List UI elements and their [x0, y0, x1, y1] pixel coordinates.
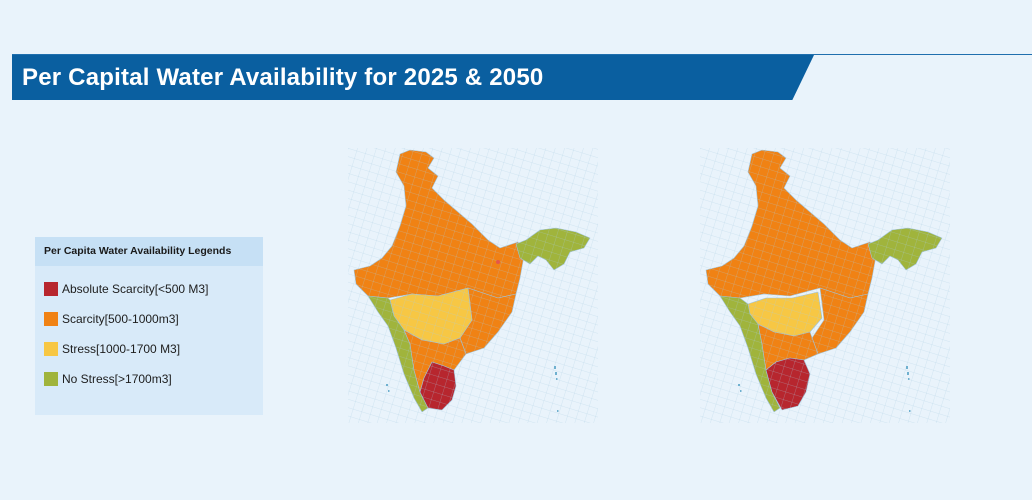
- map-regions: [705, 149, 943, 413]
- legend-item-no-stress: No Stress[>1700m3]: [44, 371, 172, 387]
- legend-panel: Per Capita Water Availability Legends Ab…: [35, 237, 263, 415]
- map-highlight: [496, 260, 500, 264]
- page-title: Per Capital Water Availability for 2025 …: [22, 64, 544, 91]
- legend-label: Scarcity[500-1000m3]: [62, 312, 179, 326]
- islands: [738, 366, 911, 412]
- legend-swatch: [44, 282, 58, 296]
- legend-swatch: [44, 342, 58, 356]
- india-map-2025: [348, 148, 598, 423]
- legend-label: No Stress[>1700m3]: [62, 372, 172, 386]
- legend-swatch: [44, 312, 58, 326]
- legend-item-absolute-scarcity: Absolute Scarcity[<500 M3]: [44, 281, 208, 297]
- legend-swatch: [44, 372, 58, 386]
- legend-item-stress: Stress[1000-1700 M3]: [44, 341, 180, 357]
- title-banner: [12, 55, 814, 100]
- map-regions: [353, 149, 591, 413]
- legend-label: Stress[1000-1700 M3]: [62, 342, 181, 356]
- islands: [386, 366, 559, 412]
- legend-heading: Per Capita Water Availability Legends: [35, 237, 263, 266]
- legend-label: Absolute Scarcity[<500 M3]: [62, 282, 209, 296]
- title-underline: [12, 54, 1032, 55]
- india-map-2050: [700, 148, 950, 423]
- legend-item-scarcity: Scarcity[500-1000m3]: [44, 311, 179, 327]
